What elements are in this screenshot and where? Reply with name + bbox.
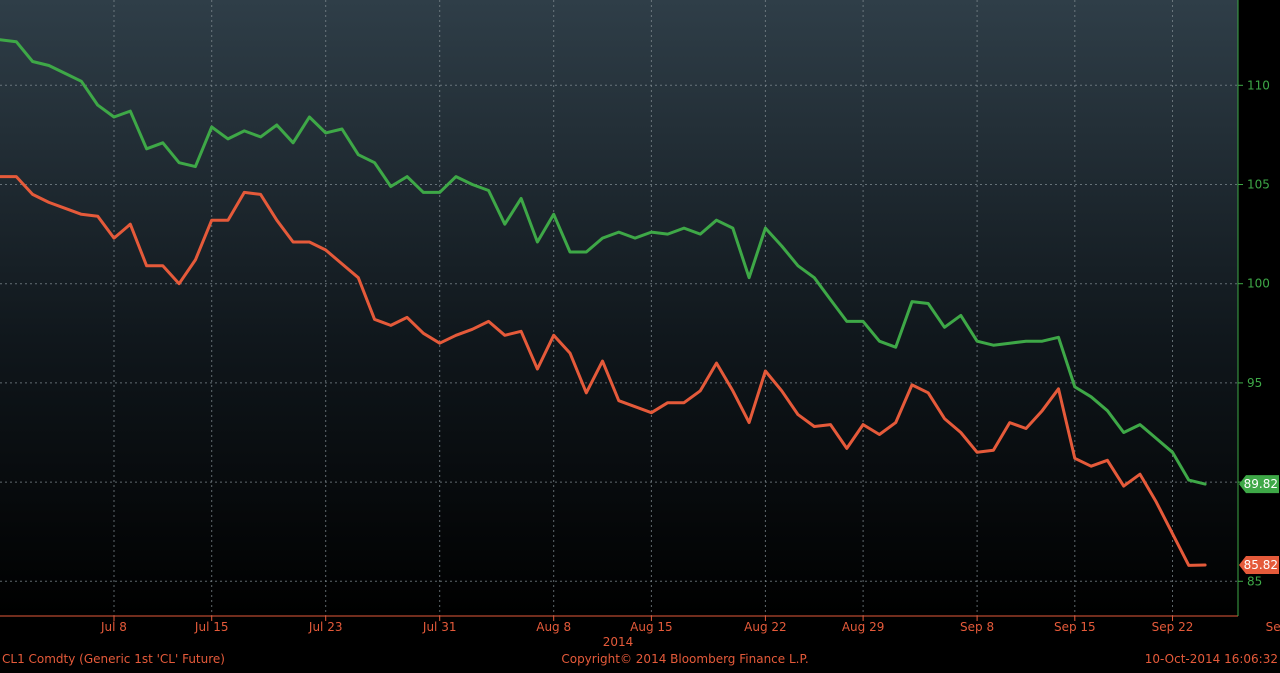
y-tick-label: 110 (1247, 78, 1270, 92)
x-axis-year-label: 2014 (603, 635, 634, 649)
x-tick-label: Jul 15 (194, 620, 229, 634)
plot-background (0, 0, 1238, 616)
x-tick-label: Sep 30 (1266, 620, 1280, 634)
x-tick-label: Aug 29 (842, 620, 885, 634)
series-line-1 (0, 38, 1207, 486)
series-line-2 (0, 175, 1207, 567)
x-tick-label: Aug 22 (744, 620, 787, 634)
footer-copyright: Copyright© 2014 Bloomberg Finance L.P. (561, 652, 808, 666)
x-tick-label: Jul 31 (422, 620, 457, 634)
y-tick-label: 105 (1247, 178, 1270, 192)
x-tick-label: Sep 22 (1152, 620, 1194, 634)
x-tick-label: Jul 23 (308, 620, 343, 634)
grid (0, 0, 1238, 616)
last-value-labels: 89.82 85.82 (1239, 475, 1279, 575)
series-lines (0, 38, 1207, 567)
x-tick-label: Aug 8 (536, 620, 571, 634)
x-tick-label: Aug 15 (630, 620, 673, 634)
last-value-tag-1 (1239, 475, 1279, 494)
y-tick-label: 95 (1247, 376, 1262, 390)
x-tick-label: Sep 15 (1054, 620, 1096, 634)
y-tick-label: 100 (1247, 277, 1270, 291)
last-value-tag-2 (1239, 556, 1279, 575)
last-value-label-1: 89.82 (1244, 477, 1278, 491)
footer-timestamp: 10-Oct-2014 16:06:32 (1145, 652, 1278, 666)
last-value-label-2: 85.82 (1244, 558, 1278, 572)
x-tick-label: Jul 8 (100, 620, 127, 634)
footer-security: CL1 Comdty (Generic 1st 'CL' Future) (2, 652, 225, 666)
x-tick-label: Sep 8 (960, 620, 994, 634)
y-tick-label: 85 (1247, 574, 1262, 588)
